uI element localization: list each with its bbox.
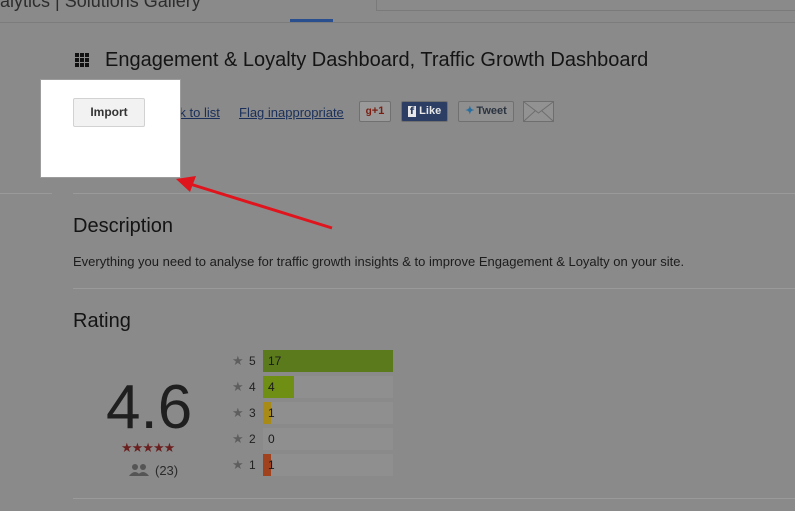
envelope-lines — [523, 101, 554, 122]
divider — [73, 498, 795, 499]
star-level: 1 — [249, 458, 256, 472]
star-icon: ★ — [232, 353, 244, 368]
star-icon: ★ — [232, 379, 244, 394]
rating-count-label: 1 — [268, 458, 275, 472]
rating-row: ★ 5 17 — [232, 350, 402, 372]
tweet-button[interactable]: ✦ Tweet — [458, 101, 514, 122]
star-icon: ★ — [232, 457, 244, 472]
rating-bar — [263, 402, 271, 424]
rating-row: ★ 3 1 — [232, 402, 402, 424]
star-display: ★★★★★ — [121, 440, 175, 455]
bar-track — [263, 376, 393, 398]
search-box[interactable] — [376, 0, 795, 11]
bird-icon: ✦ — [465, 105, 475, 117]
import-button[interactable]: Import — [73, 98, 145, 127]
highlight-box — [40, 79, 181, 178]
fb-icon: f — [407, 106, 417, 117]
divider — [73, 288, 795, 289]
description-text: Everything you need to analyse for traff… — [73, 254, 685, 269]
people-icon — [129, 464, 149, 476]
rating-row: ★ 4 4 — [232, 376, 402, 398]
flag-link[interactable]: Flag inappropriate — [239, 105, 344, 120]
solution-title: Engagement & Loyalty Dashboard, Traffic … — [105, 49, 649, 71]
bar-track — [263, 402, 393, 424]
arrow-head — [176, 176, 196, 192]
email-button[interactable] — [523, 101, 554, 123]
gplus-button[interactable]: g+1 — [359, 101, 391, 122]
rating-count: (23) — [155, 463, 179, 478]
rating-row: ★ 1 1 — [232, 454, 402, 476]
rating-count-label: 17 — [268, 354, 282, 368]
star-level: 2 — [249, 432, 256, 446]
average-rating: 4.6 — [106, 373, 193, 442]
solution-icon — [75, 53, 89, 67]
star-level: 5 — [249, 354, 256, 368]
bar-track — [263, 428, 393, 450]
gplus-g: g — [365, 106, 372, 117]
rating-bar — [263, 376, 294, 398]
star-icon: ★ — [232, 405, 244, 420]
tweet-label: Tweet — [476, 105, 507, 117]
description-heading: Description — [73, 215, 174, 237]
divider — [0, 193, 52, 194]
like-button[interactable]: f Like — [401, 101, 448, 122]
envelope — [523, 101, 554, 122]
active-tab — [290, 19, 333, 22]
star-level: 4 — [249, 380, 256, 394]
rating-bar — [263, 454, 271, 476]
header-divider — [0, 22, 795, 23]
star-level: 3 — [249, 406, 256, 420]
rating-heading: Rating — [73, 310, 131, 332]
star-icon: ★ — [232, 431, 244, 446]
rating-count-label: 1 — [268, 406, 275, 420]
rating-count-label: 0 — [268, 432, 275, 446]
rating-bar — [263, 350, 393, 372]
gplus-label: +1 — [371, 105, 385, 117]
divider — [73, 193, 795, 194]
site-title: alytics | Solutions Gallery — [0, 0, 201, 11]
rating-row: ★ 2 0 — [232, 428, 402, 450]
rating-count-label: 4 — [268, 380, 275, 394]
like-label: Like — [419, 105, 442, 117]
arrow-shaft — [189, 182, 333, 230]
bar-track — [263, 454, 393, 476]
